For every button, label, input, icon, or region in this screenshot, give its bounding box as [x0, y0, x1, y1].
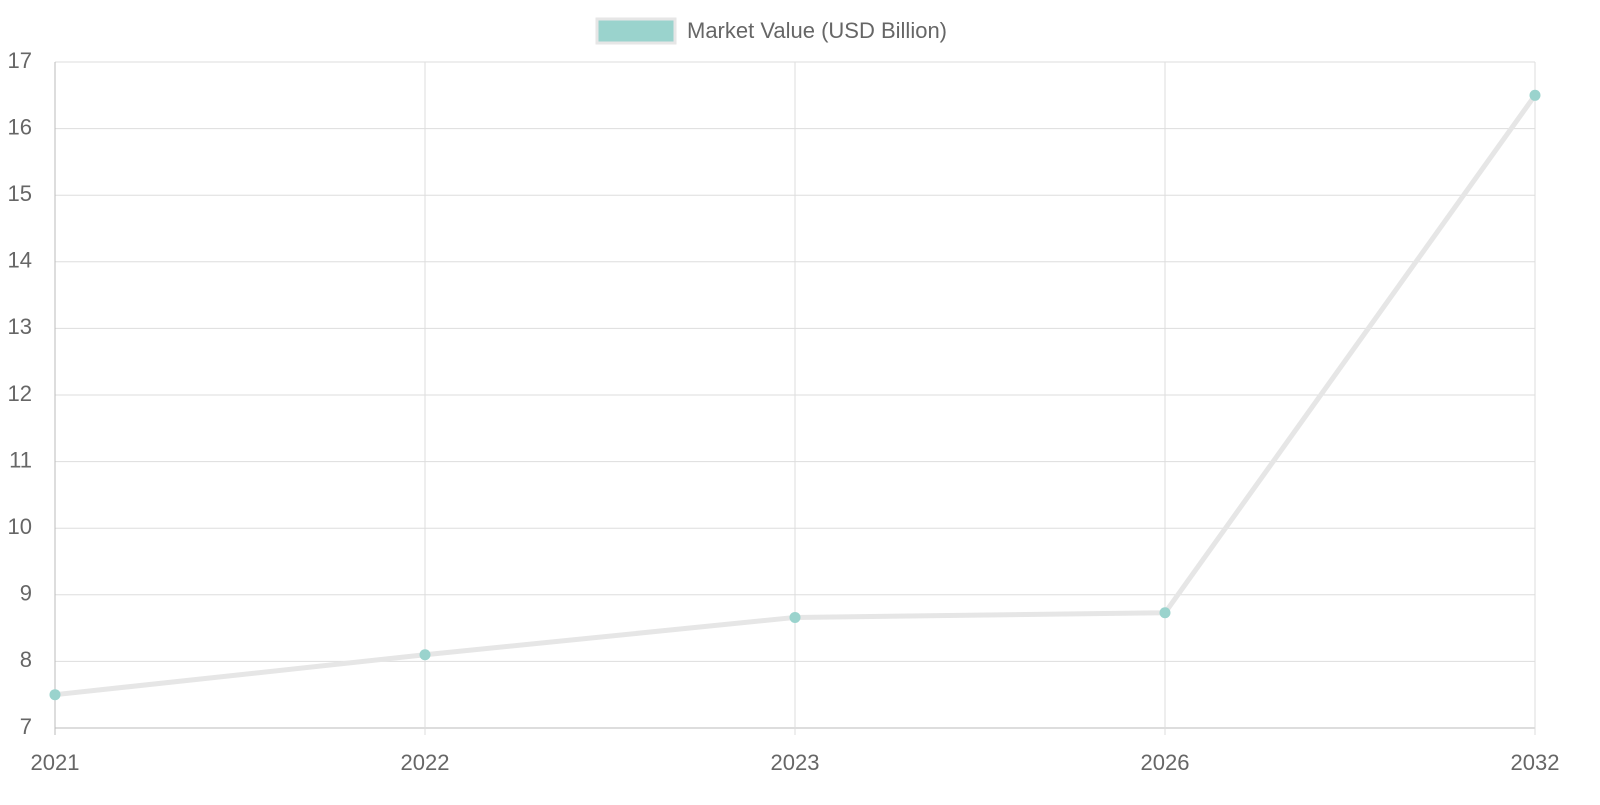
data-point: [1529, 89, 1541, 101]
x-tick-label: 2026: [1141, 750, 1190, 775]
x-tick-label: 2032: [1511, 750, 1560, 775]
x-tick-label: 2023: [771, 750, 820, 775]
y-tick-label: 16: [8, 114, 32, 139]
y-tick-label: 7: [20, 714, 32, 739]
y-tick-label: 10: [8, 514, 32, 539]
legend-swatch: [595, 17, 677, 45]
y-tick-label: 11: [9, 447, 32, 472]
data-point: [789, 611, 801, 623]
y-tick-label: 12: [8, 381, 32, 406]
x-tick-label: 2021: [31, 750, 80, 775]
y-tick-label: 15: [8, 181, 32, 206]
y-tick-label: 9: [20, 581, 32, 606]
data-point: [419, 649, 431, 661]
legend-label: Market Value (USD Billion): [687, 18, 947, 43]
y-tick-label: 13: [8, 314, 32, 339]
y-tick-label: 17: [8, 48, 32, 73]
y-tick-label: 8: [20, 647, 32, 672]
x-tick-label: 2022: [401, 750, 450, 775]
data-point: [49, 689, 61, 701]
y-tick-label: 14: [8, 248, 32, 273]
data-point: [1159, 607, 1171, 619]
